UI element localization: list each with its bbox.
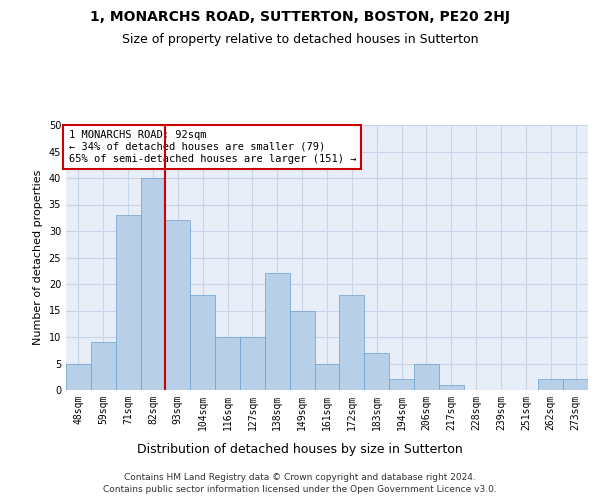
Bar — [265, 274, 290, 390]
Bar — [340, 294, 364, 390]
Text: Distribution of detached houses by size in Sutterton: Distribution of detached houses by size … — [137, 442, 463, 456]
Text: 1, MONARCHS ROAD, SUTTERTON, BOSTON, PE20 2HJ: 1, MONARCHS ROAD, SUTTERTON, BOSTON, PE2… — [90, 10, 510, 24]
Bar — [166, 220, 190, 390]
Bar — [364, 353, 389, 390]
Bar — [389, 380, 414, 390]
Bar — [414, 364, 439, 390]
Text: Contains public sector information licensed under the Open Government Licence v3: Contains public sector information licen… — [103, 485, 497, 494]
Bar — [66, 364, 91, 390]
Bar — [563, 380, 588, 390]
Text: 1 MONARCHS ROAD: 92sqm
← 34% of detached houses are smaller (79)
65% of semi-det: 1 MONARCHS ROAD: 92sqm ← 34% of detached… — [68, 130, 356, 164]
Bar — [140, 178, 166, 390]
Bar — [116, 215, 140, 390]
Y-axis label: Number of detached properties: Number of detached properties — [33, 170, 43, 345]
Bar — [538, 380, 563, 390]
Bar — [190, 294, 215, 390]
Bar — [439, 384, 464, 390]
Bar — [240, 337, 265, 390]
Bar — [91, 342, 116, 390]
Bar — [290, 310, 314, 390]
Text: Contains HM Land Registry data © Crown copyright and database right 2024.: Contains HM Land Registry data © Crown c… — [124, 472, 476, 482]
Text: Size of property relative to detached houses in Sutterton: Size of property relative to detached ho… — [122, 32, 478, 46]
Bar — [215, 337, 240, 390]
Bar — [314, 364, 340, 390]
